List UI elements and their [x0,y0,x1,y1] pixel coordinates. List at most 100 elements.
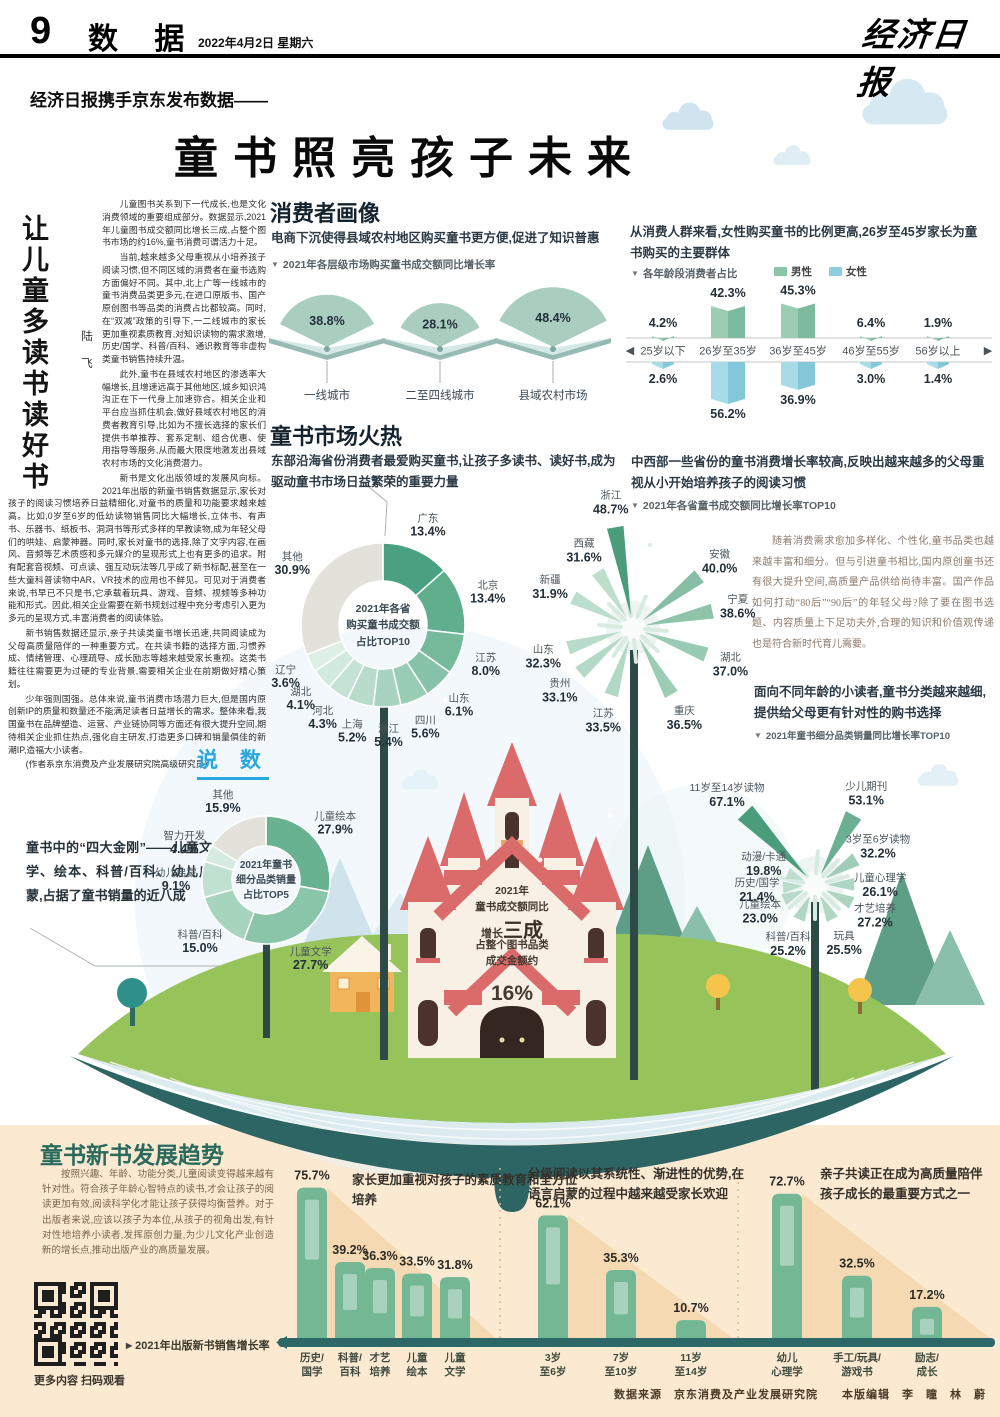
article-paragraph: (作者系京东消费及产业发展研究院高级研究员) [25,759,208,770]
donut-label-name: 湖北 [290,686,311,698]
qr-module [34,1326,38,1330]
qr-module [74,1286,78,1290]
bar-category: 科普/ [338,1351,362,1364]
group-note-2: 分级阅读以其系统性、渐进性的优势,在语言启蒙的过程中越来越受家长欢迎 [528,1167,744,1201]
qr-module [114,1290,118,1294]
qr-module [34,1322,38,1326]
donut-label-value: 6.1% [445,704,474,718]
female-bar [663,362,674,369]
qr-module [70,1346,74,1350]
age-category: 56岁以上 [915,344,960,358]
qr-module [70,1350,74,1354]
qr-module [38,1334,42,1338]
qr-module [50,1314,54,1318]
qr-module [46,1362,50,1366]
qr-module [38,1310,42,1314]
qr-module [74,1354,78,1358]
qr-module [58,1294,62,1298]
qr-module [58,1290,62,1294]
qr-module [94,1362,98,1366]
qr-module [98,1354,102,1358]
firework-ray [793,895,810,922]
column-tag: 说 数 [197,744,269,780]
firework-label-name: 3岁至6岁读物 [846,833,910,846]
article-paragraph: 当前,越来越多父母重视从小培养孩子阅读习惯,但不同区域的消费者在童书选购方面偏好… [102,252,266,364]
bar-category: 百科 [340,1365,361,1378]
qr-module [78,1350,82,1354]
fan-sector [499,287,607,347]
castle-text-growth: 增长三成 [481,920,543,942]
qr-module [74,1346,78,1350]
qr-module [90,1290,94,1294]
top5-caption: 童书中的“四大金刚”——儿童文学、绘本、科普/百科、幼儿启蒙,占据了童书销量的近… [26,840,212,904]
qr-module [50,1362,54,1366]
donut-slice [300,542,384,656]
qr-module [90,1330,94,1334]
bar-category: 文学 [444,1365,466,1378]
castle-text-top: 2021年 童书成交额同比 [475,885,549,913]
qr-module [102,1350,106,1354]
firework-ray [785,868,804,881]
donut-label-name: 北京 [477,579,498,592]
bar-category: 绘本 [407,1365,428,1378]
kicker: 经济日报携手京东发布数据—— [30,91,268,110]
firework-label-value: 32.3% [526,656,561,670]
new-book-bar-chart: 75.7% 历史/国学 39.2% 科普/百科 36.3% 才艺培养 33.5% 儿童绘本 31… [276,1168,995,1378]
age-category: 26岁至35岁 [699,344,756,358]
book-edge [495,338,611,360]
age-category: 36岁至45岁 [769,344,826,358]
qr-module [50,1346,54,1350]
firework-label-value: 38.6% [720,607,755,621]
qr-module [74,1282,78,1286]
qr-module [58,1354,62,1358]
castle-cone [400,836,456,910]
bar [440,1277,470,1342]
bar-value: 10.7% [673,1301,708,1315]
qr-module [114,1334,118,1338]
firework-decor-ray [635,594,648,619]
firework-ray [644,603,714,626]
qr-module [74,1334,78,1338]
cloud-puff [694,110,712,128]
castle-cone [440,792,488,866]
qr-module [54,1306,58,1310]
qr-module [70,1290,74,1294]
house-door [356,992,370,1012]
qr-module [50,1354,54,1358]
qr-module [90,1326,94,1330]
qr-module [34,1362,38,1366]
castle-door [480,1006,544,1058]
fan-pivot [550,346,556,352]
qr-module [34,1290,38,1294]
editorial-author: 陆 飞 [80,330,92,375]
firework-label-value: 27.2% [857,915,892,929]
male-bar [860,336,871,341]
qr-module [90,1334,94,1338]
snow-dot [572,697,578,703]
bar-category: 至10岁 [605,1365,638,1378]
qr-module [70,1286,74,1290]
qr-module [78,1330,82,1334]
qr-module [90,1298,94,1302]
firework-label-name: 山东 [533,642,554,655]
snow-dot [697,752,703,758]
cloud-puff [920,771,934,785]
qr-module [46,1354,50,1358]
bar-category: 至6岁 [540,1365,567,1378]
qr-module [74,1294,78,1298]
qr-module [62,1302,66,1306]
bar-value: 75.7% [294,1169,329,1183]
qr-module [54,1338,58,1342]
qr-module [82,1346,86,1350]
bar-highlight [850,1287,864,1318]
consumer-desc-right: 从消费人群来看,女性购买童书的比例更高,26岁至45岁家长为童书购买的主要群体 [630,225,978,260]
bar-value: 39.2% [332,1243,367,1257]
book-cover [70,1056,954,1178]
male-bar [781,303,798,338]
qr-module [114,1302,118,1306]
firework-ray [639,638,678,699]
firework-ray [820,811,862,875]
qr-module [70,1294,74,1298]
bar-shadow [802,1193,995,1342]
qr-module [90,1302,94,1306]
